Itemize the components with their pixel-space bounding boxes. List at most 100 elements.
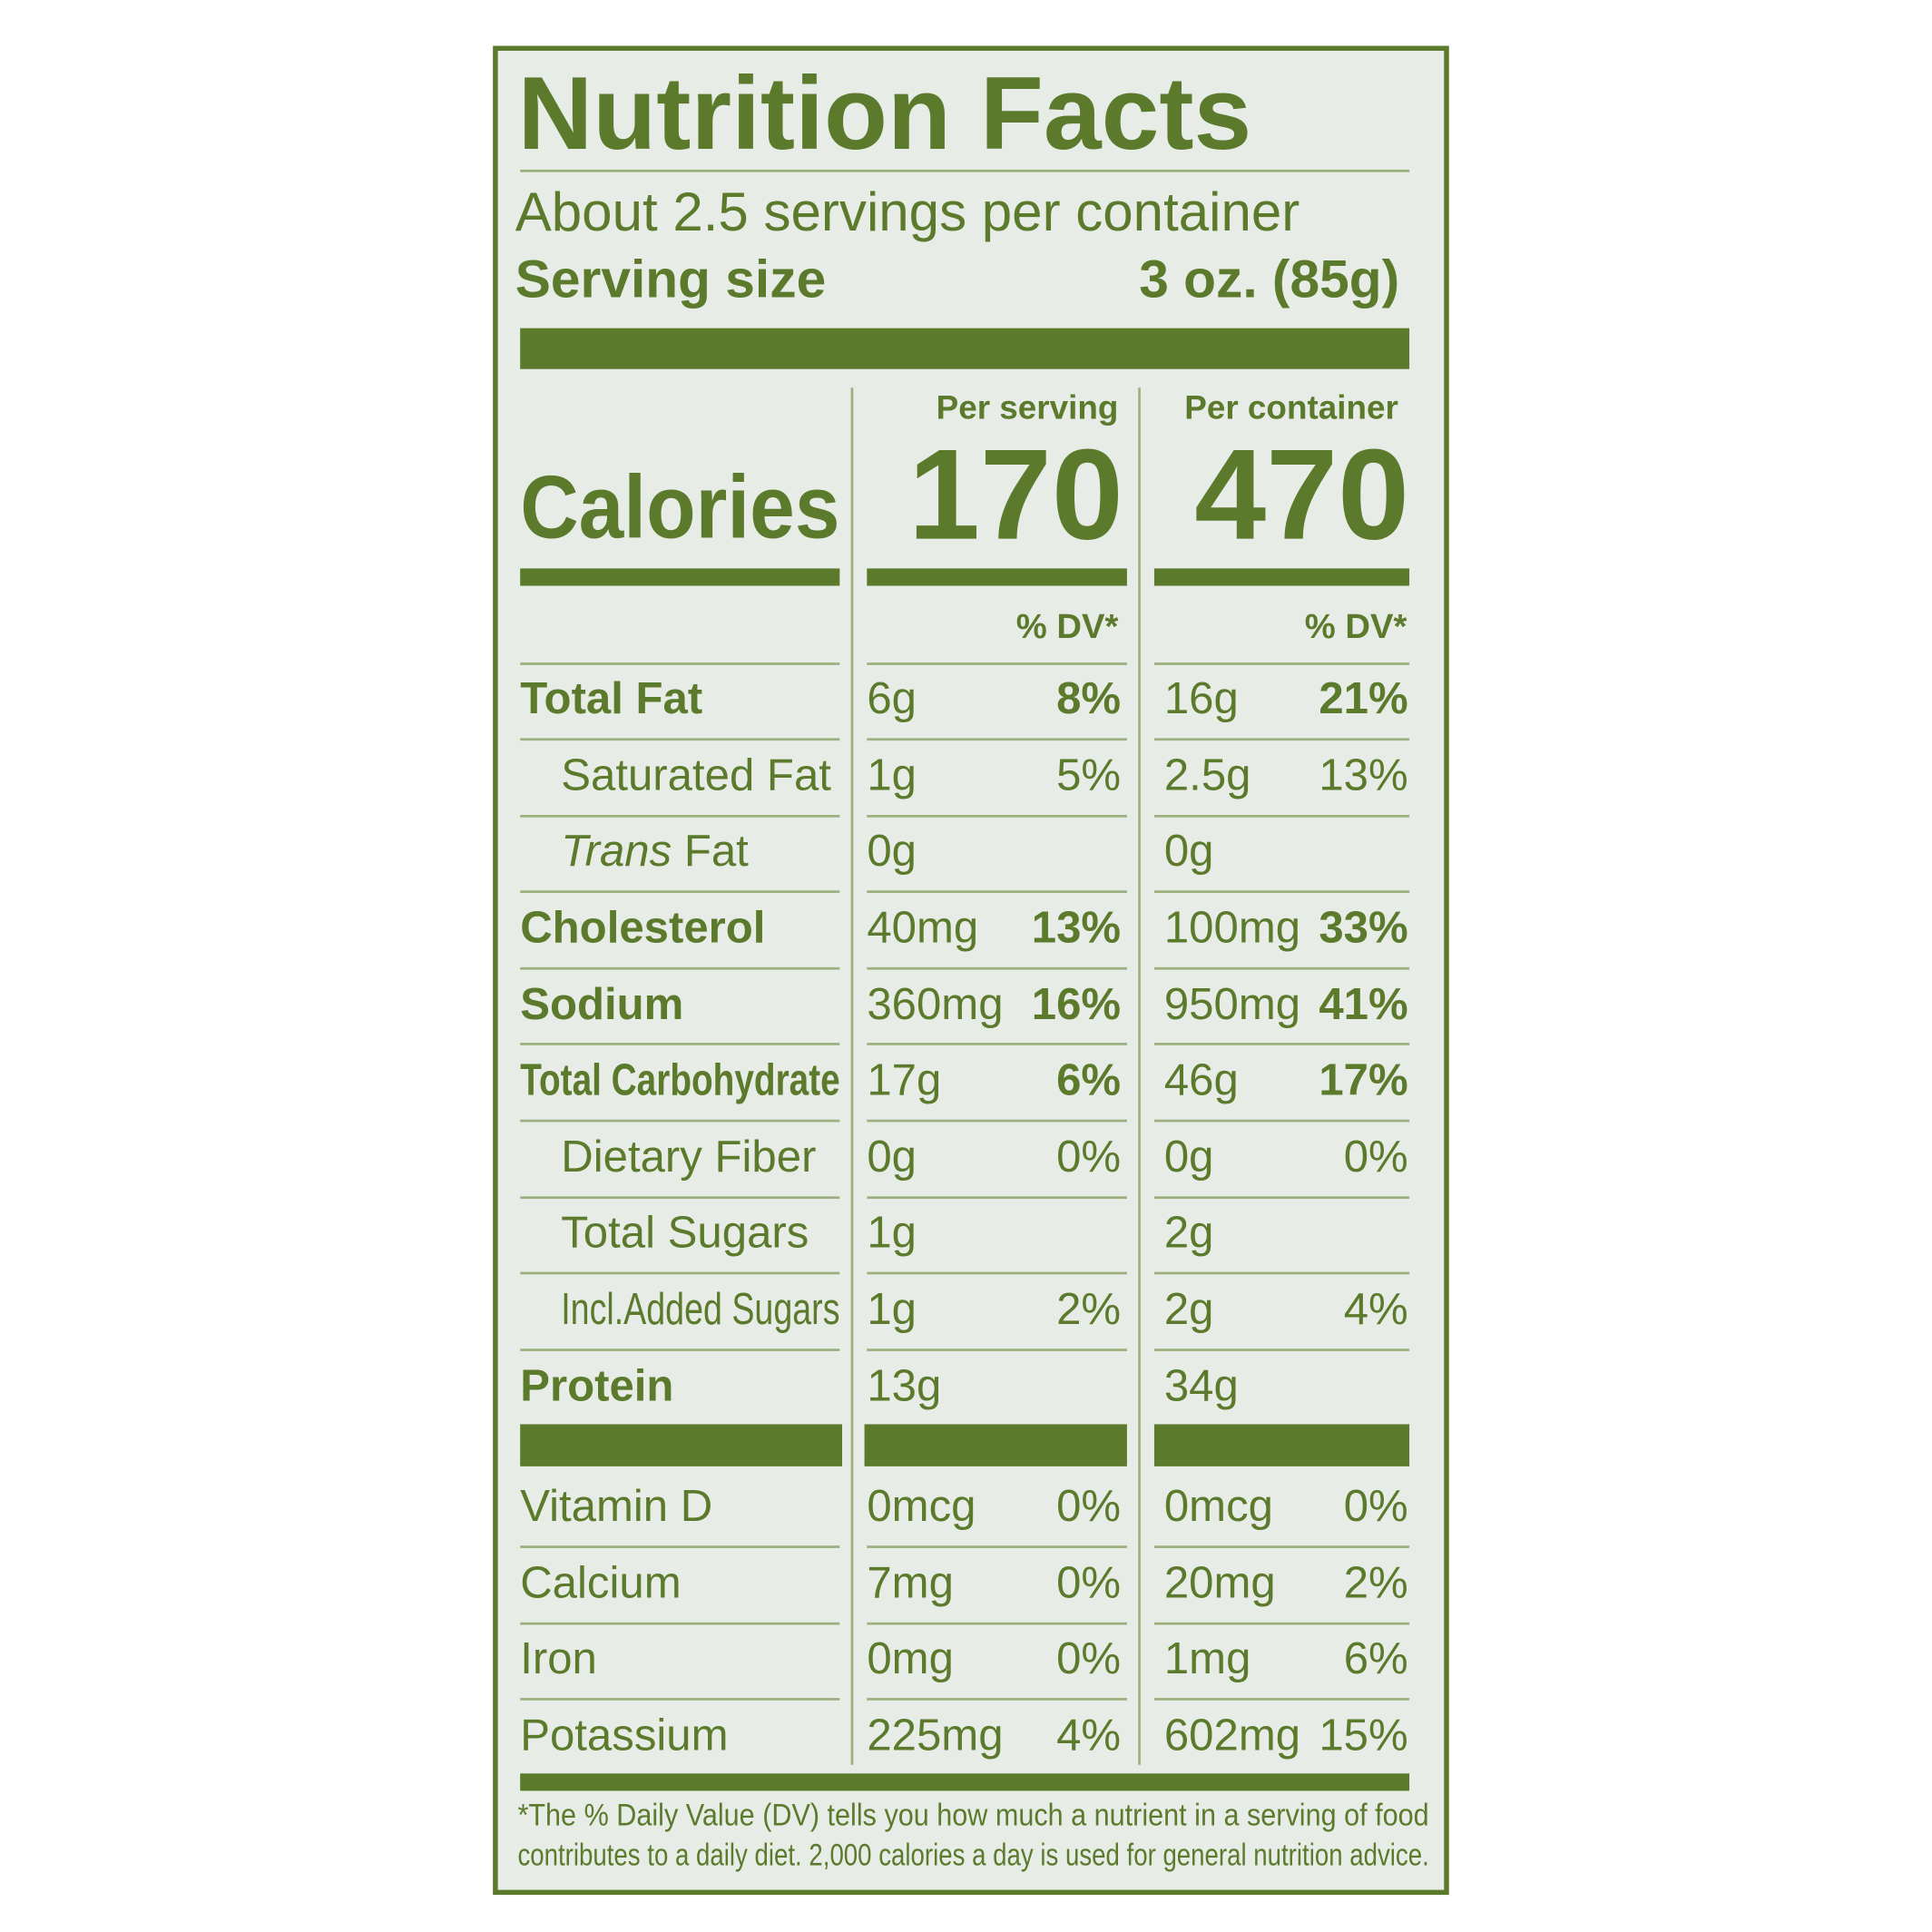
row-divider (867, 890, 1127, 894)
amount: 46g (1163, 1054, 1239, 1105)
nutrient-name: Calcium (520, 1556, 682, 1608)
daily-value: 5% (1056, 749, 1122, 800)
row-divider (867, 1043, 1127, 1046)
row-divider (520, 1271, 840, 1275)
daily-value: 0% (1056, 1633, 1122, 1684)
row-divider (867, 738, 1127, 741)
dv-header: % DV* (1304, 606, 1407, 645)
daily-value: 0% (1056, 1480, 1122, 1532)
amount: 0g (1163, 1130, 1214, 1182)
column-divider (1138, 387, 1141, 1765)
row-divider (1153, 1545, 1410, 1548)
calories-label: Calories (520, 458, 840, 558)
row-divider (520, 1348, 840, 1351)
daily-value: 4% (1343, 1282, 1408, 1334)
row-divider (520, 1195, 840, 1199)
daily-value: 8% (1056, 672, 1122, 724)
amount: 1g (867, 1282, 917, 1334)
amount: 0g (867, 825, 917, 877)
row-divider (520, 1622, 840, 1624)
column-header: Per container (1184, 388, 1398, 427)
amount: 100mg (1163, 901, 1301, 953)
amount: 1mg (1163, 1633, 1251, 1684)
nutrient-name: Dietary Fiber (561, 1130, 817, 1182)
nutrient-name: Total Carbohydrate (520, 1054, 840, 1105)
rule-bar (520, 1424, 843, 1466)
amount: 0mg (867, 1633, 954, 1684)
daily-value: 2% (1343, 1556, 1408, 1608)
nutrient-name: Vitamin D (520, 1480, 713, 1532)
rule-bar (867, 568, 1127, 586)
daily-value: 0% (1056, 1130, 1122, 1182)
row-divider (1153, 966, 1410, 970)
column-divider (850, 387, 854, 1765)
daily-value: 0% (1343, 1130, 1408, 1182)
nutrient-name: Total Fat (520, 672, 703, 724)
amount: 20mg (1163, 1556, 1276, 1608)
rule-bar (520, 1773, 1410, 1791)
row-divider (520, 738, 840, 741)
footnote: contributes to a daily diet. 2,000 calor… (517, 1838, 1429, 1873)
row-divider (1153, 1698, 1410, 1702)
nutrient-name: Cholesterol (520, 901, 766, 953)
amount: 34g (1163, 1358, 1239, 1410)
row-divider (867, 1271, 1127, 1275)
amount: 602mg (1163, 1709, 1301, 1760)
row-divider (867, 1622, 1127, 1624)
amount: 360mg (867, 977, 1004, 1029)
daily-value: 33% (1319, 901, 1408, 953)
footnote: *The % Daily Value (DV) tells you how mu… (517, 1798, 1429, 1834)
row-divider (867, 1195, 1127, 1199)
amount: 0mcg (867, 1480, 976, 1532)
row-divider (867, 1119, 1127, 1123)
row-divider (867, 1545, 1127, 1548)
nutrition-label (493, 45, 1449, 1896)
row-divider (520, 662, 840, 665)
amount: 2g (1163, 1206, 1214, 1258)
row-divider (1153, 814, 1410, 818)
amount: 17g (867, 1054, 942, 1105)
row-divider (1153, 1271, 1410, 1275)
amount: 950mg (1163, 977, 1301, 1029)
amount: 0g (1163, 825, 1214, 877)
daily-value: 6% (1343, 1633, 1408, 1684)
rule-bar (1153, 568, 1410, 586)
column-header: Per serving (936, 388, 1119, 427)
daily-value: 13% (1031, 901, 1122, 953)
row-divider (867, 662, 1127, 665)
title: Nutrition Facts (517, 54, 1252, 172)
amount: 0mcg (1163, 1480, 1273, 1532)
amount: 6g (867, 672, 917, 724)
daily-value: 21% (1319, 672, 1408, 724)
amount: 2.5g (1163, 749, 1251, 800)
daily-value: 17% (1319, 1054, 1408, 1105)
row-divider (867, 966, 1127, 970)
calories-container: 470 (1194, 423, 1410, 567)
amount: 16g (1163, 672, 1239, 724)
row-divider (520, 814, 840, 818)
nutrient-name: Iron (520, 1633, 597, 1684)
row-divider (867, 814, 1127, 818)
amount: 7mg (867, 1556, 954, 1608)
serving-size-value: 3 oz. (85g) (1139, 250, 1400, 310)
daily-value: 15% (1319, 1709, 1408, 1760)
daily-value: 0% (1056, 1556, 1122, 1608)
dv-header: % DV* (1015, 606, 1119, 645)
daily-value: 13% (1319, 749, 1408, 800)
row-divider (1153, 1622, 1410, 1624)
rule-bar (520, 328, 1410, 369)
daily-value: 6% (1056, 1054, 1122, 1105)
rule-bar (1153, 1424, 1410, 1466)
nutrient-name: Saturated Fat (561, 749, 831, 800)
calories-serving: 170 (907, 423, 1123, 567)
row-divider (867, 1698, 1127, 1702)
row-divider (520, 1119, 840, 1123)
row-divider (520, 1043, 840, 1046)
daily-value: 16% (1031, 977, 1122, 1029)
serving-size-label: Serving size (515, 250, 827, 310)
row-divider (867, 1348, 1127, 1351)
nutrient-name: Potassium (520, 1709, 729, 1760)
rule-bar (520, 568, 840, 586)
row-divider (520, 1545, 840, 1548)
